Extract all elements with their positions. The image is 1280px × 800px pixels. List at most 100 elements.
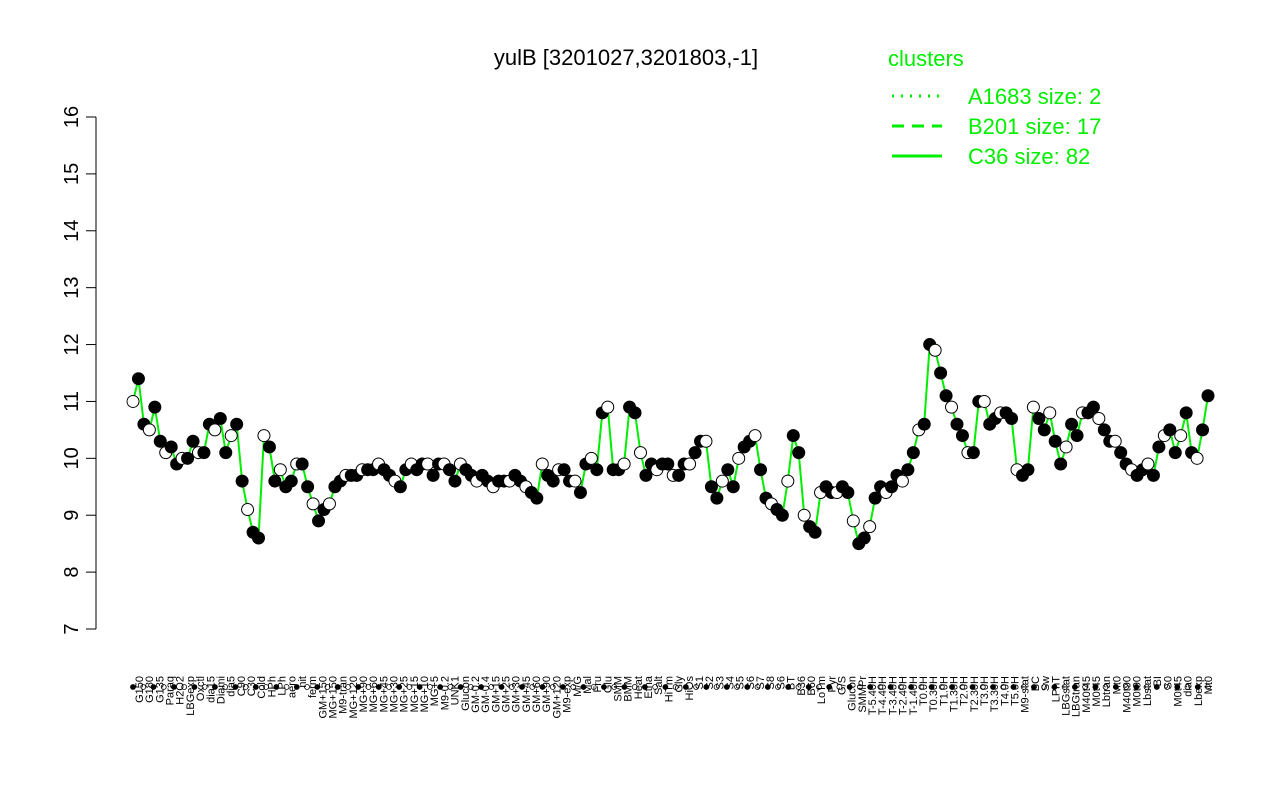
x-tick-label: M40t90	[1122, 676, 1134, 713]
data-point	[617, 457, 631, 471]
x-tick-marker	[273, 684, 280, 690]
x-tick-label: T0.30H	[928, 676, 940, 712]
data-point	[1179, 406, 1193, 420]
x-tick-marker	[785, 684, 792, 690]
x-tick-label: GM+25	[501, 676, 513, 712]
x-tick-marker	[171, 684, 177, 690]
data-point	[1097, 423, 1111, 437]
x-tick-marker	[1072, 684, 1078, 690]
x-tick-label: Glucon	[847, 676, 859, 711]
x-tick-label: MG+15	[409, 676, 421, 712]
data-point	[1092, 412, 1106, 426]
x-tick-marker	[406, 684, 413, 690]
x-tick-label: BMM	[623, 676, 635, 702]
data-point	[301, 480, 315, 494]
x-tick-label: Lbtran	[1101, 676, 1113, 707]
data-point	[448, 474, 462, 488]
data-point	[797, 508, 811, 522]
data-point	[754, 463, 768, 477]
x-tick-marker	[386, 684, 392, 690]
x-tick-marker	[611, 684, 618, 690]
x-tick-marker	[191, 684, 198, 690]
x-tick-marker	[887, 684, 894, 690]
x-tick-label: H2O2	[175, 676, 187, 705]
x-tick-marker	[1112, 684, 1119, 690]
data-point	[186, 434, 200, 448]
x-tick-marker	[539, 684, 546, 690]
y-tick-label: 10	[61, 447, 83, 469]
data-point	[775, 508, 789, 522]
y-tick-label: 14	[61, 220, 83, 242]
data-point	[257, 429, 271, 443]
x-tick-label: BC	[1030, 676, 1042, 691]
x-tick-marker	[519, 684, 525, 690]
x-tick-marker	[140, 684, 147, 690]
x-tick-marker	[990, 684, 996, 690]
data-point	[901, 463, 915, 477]
x-tick-label: Glucon	[460, 676, 472, 711]
x-tick-marker	[263, 684, 269, 690]
x-tick-label: LBGtran	[1071, 676, 1083, 717]
x-tick-marker	[601, 684, 607, 690]
x-tick-marker	[969, 684, 976, 690]
data-point	[699, 434, 713, 448]
x-tick-marker	[908, 684, 914, 690]
x-tick-marker	[355, 684, 362, 690]
x-tick-marker	[375, 684, 382, 690]
data-point	[295, 457, 309, 471]
data-point	[312, 514, 326, 528]
data-point	[241, 503, 255, 517]
data-point	[1163, 423, 1177, 437]
y-tick-label: 7	[61, 623, 83, 634]
x-tick-marker	[130, 684, 136, 690]
x-tick-label: Diami	[215, 676, 227, 704]
x-tick-marker	[283, 684, 290, 690]
data-point	[726, 480, 740, 494]
x-tick-marker	[488, 684, 495, 690]
data-point	[966, 446, 980, 460]
data-point	[208, 423, 222, 437]
x-tick-marker	[467, 684, 474, 690]
data-point	[306, 497, 320, 511]
data-point	[230, 417, 244, 431]
data-point	[1152, 440, 1166, 454]
x-tick-label: MG+5	[429, 676, 441, 706]
x-tick-marker	[201, 684, 208, 690]
x-tick-label: SMM	[613, 676, 625, 702]
x-tick-label: MG+90	[358, 676, 370, 712]
data-point	[628, 406, 642, 420]
legend: clusters A1683 size: 2 B201 size: 17 C36 s…	[888, 46, 1101, 169]
y-tick-label: 13	[61, 277, 83, 299]
data-point	[224, 429, 238, 443]
x-tick-marker	[508, 684, 515, 690]
data-points	[126, 338, 1215, 551]
x-tick-label: HPh	[266, 676, 278, 697]
x-tick-marker	[590, 684, 597, 690]
x-tick-label: Glu	[602, 676, 614, 693]
x-tick-marker	[846, 684, 853, 690]
x-tick-label: Mt0	[1111, 676, 1123, 694]
data-point	[661, 457, 675, 471]
x-tick-label: dia5	[226, 676, 238, 697]
x-tick-marker	[242, 684, 249, 690]
x-tick-label: GM+30	[511, 676, 523, 712]
x-tick-marker	[1123, 684, 1129, 690]
x-tick-label: MG+150	[327, 676, 339, 719]
x-tick-marker	[928, 684, 935, 690]
data-point	[885, 480, 899, 494]
x-tick-marker	[150, 684, 157, 690]
data-point	[393, 480, 407, 494]
data-point	[1114, 446, 1128, 460]
x-tick-label: M0t45	[1172, 676, 1184, 707]
legend-entry-label: A1683 size: 2	[968, 84, 1101, 109]
x-tick-label: Paraq	[165, 676, 177, 705]
x-tick-label: GM+120	[551, 676, 563, 719]
data-point	[530, 491, 544, 505]
x-tick-marker	[160, 684, 167, 690]
x-tick-label: C30	[246, 676, 258, 696]
x-tick-marker	[1010, 684, 1017, 690]
x-tick-marker	[324, 684, 331, 690]
data-point	[863, 520, 877, 534]
data-point	[131, 372, 145, 386]
data-point	[786, 429, 800, 443]
